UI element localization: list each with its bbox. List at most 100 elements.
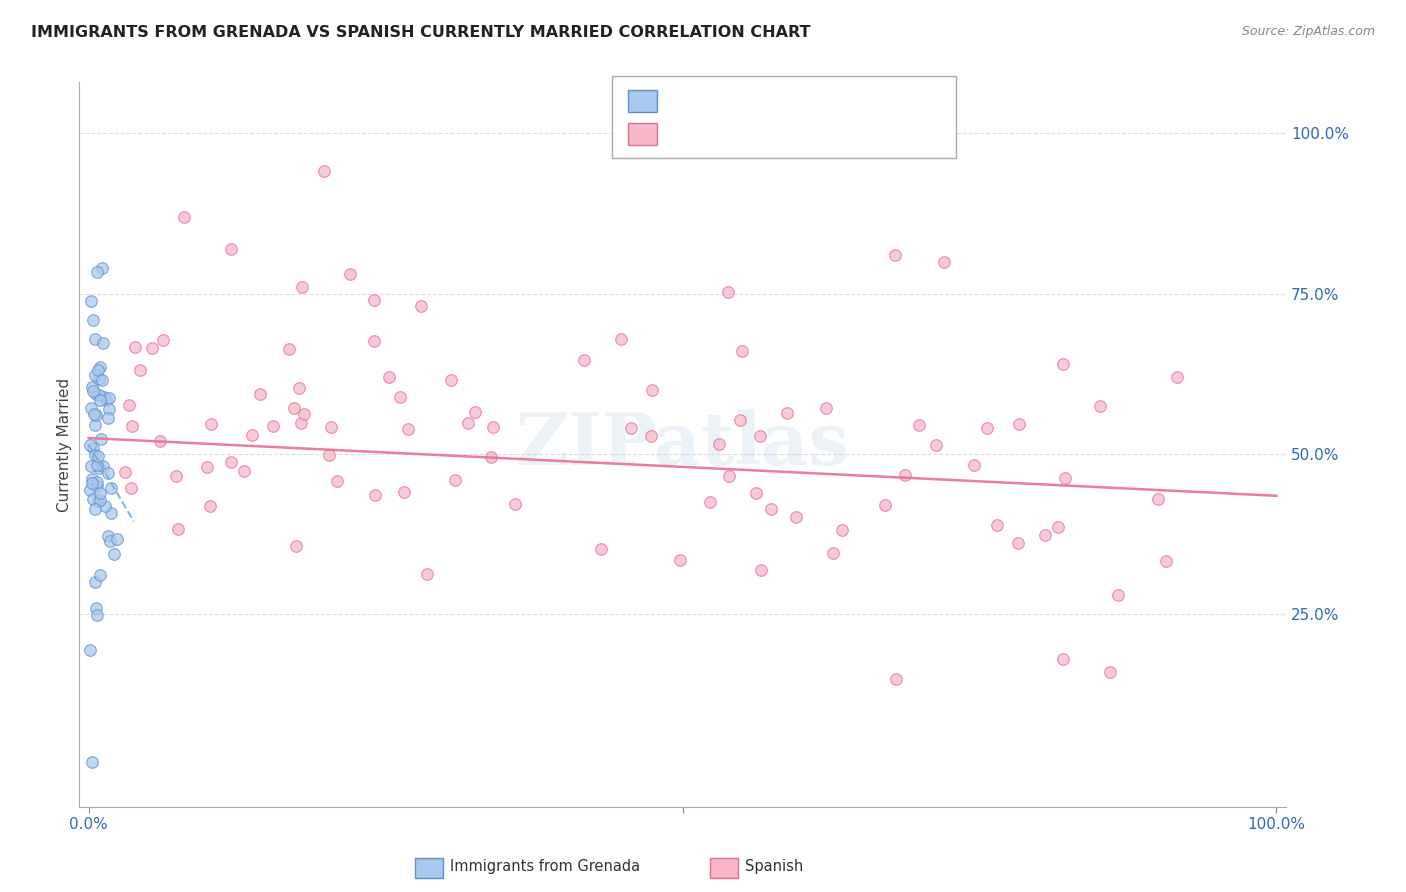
Point — [124, 340, 146, 354]
Point — [86, 265, 108, 279]
Point — [118, 398, 141, 412]
Point — [641, 384, 664, 398]
Point — [86, 387, 108, 401]
Point — [669, 553, 692, 567]
Point — [97, 467, 120, 481]
Point — [609, 332, 631, 346]
Point — [894, 467, 917, 482]
Point — [277, 342, 299, 356]
Point — [976, 421, 998, 435]
Point — [761, 502, 783, 516]
Point — [339, 268, 361, 282]
Point — [640, 429, 662, 443]
Point — [291, 280, 314, 294]
Point — [82, 472, 104, 486]
Point — [831, 523, 853, 537]
Point — [86, 449, 108, 463]
Point — [97, 402, 120, 417]
Point — [98, 534, 121, 549]
Point — [149, 434, 172, 448]
Point — [1007, 536, 1029, 550]
Point — [730, 413, 752, 427]
Point — [699, 495, 721, 509]
Point — [481, 420, 503, 434]
Point — [195, 460, 218, 475]
Point — [572, 353, 595, 368]
Point — [167, 522, 190, 536]
Point — [249, 386, 271, 401]
Point — [748, 429, 770, 443]
Point — [364, 488, 387, 502]
Point — [292, 408, 315, 422]
Point — [83, 407, 105, 421]
Point — [886, 672, 908, 686]
Point — [103, 547, 125, 561]
Point — [908, 418, 931, 433]
Point — [717, 285, 740, 299]
Point — [97, 528, 120, 542]
Text: R = -0.210   N = 94: R = -0.210 N = 94 — [668, 127, 818, 141]
Point — [89, 568, 111, 582]
Point — [89, 359, 111, 374]
Point — [1088, 399, 1111, 413]
Point — [396, 422, 419, 436]
Point — [481, 450, 503, 464]
Point — [82, 441, 104, 455]
Point — [141, 342, 163, 356]
Text: R =  -0.111   N = 58: R = -0.111 N = 58 — [668, 94, 823, 108]
Point — [284, 539, 307, 553]
Point — [97, 411, 120, 425]
Point — [86, 475, 108, 489]
Point — [963, 458, 986, 473]
Point — [120, 481, 142, 495]
Point — [86, 478, 108, 492]
Point — [718, 469, 741, 483]
Point — [89, 493, 111, 508]
Point — [79, 438, 101, 452]
Point — [392, 485, 415, 500]
Point — [100, 506, 122, 520]
Point — [198, 500, 221, 514]
Point — [173, 210, 195, 224]
Point — [98, 391, 121, 405]
Point — [84, 368, 107, 382]
Point — [240, 427, 263, 442]
Point — [1156, 553, 1178, 567]
Point — [100, 482, 122, 496]
Point — [707, 437, 730, 451]
Point — [589, 542, 612, 557]
Text: ZIPatlas: ZIPatlas — [516, 409, 849, 480]
Point — [262, 419, 284, 434]
Point — [283, 401, 305, 416]
Point — [128, 363, 150, 377]
Point — [105, 532, 128, 546]
Point — [319, 419, 342, 434]
Point — [1146, 491, 1168, 506]
Point — [200, 417, 222, 432]
Point — [505, 498, 527, 512]
Point — [87, 372, 110, 386]
Point — [84, 601, 107, 615]
Point — [87, 460, 110, 475]
Point — [79, 643, 101, 657]
Point — [84, 448, 107, 462]
Point — [986, 518, 1008, 533]
Text: IMMIGRANTS FROM GRENADA VS SPANISH CURRENTLY MARRIED CORRELATION CHART: IMMIGRANTS FROM GRENADA VS SPANISH CURRE… — [31, 25, 810, 40]
Point — [80, 293, 103, 308]
Point — [90, 433, 112, 447]
Point — [378, 370, 401, 384]
Point — [785, 509, 807, 524]
Point — [89, 486, 111, 500]
Point — [89, 392, 111, 407]
Text: Source: ZipAtlas.com: Source: ZipAtlas.com — [1241, 25, 1375, 38]
Point — [464, 405, 486, 419]
Point — [1166, 369, 1188, 384]
Point — [749, 563, 772, 577]
Point — [152, 333, 174, 347]
Point — [873, 498, 896, 512]
Point — [93, 391, 115, 405]
Point — [745, 486, 768, 500]
Point — [1033, 528, 1056, 542]
Point — [1053, 471, 1076, 485]
Point — [83, 417, 105, 432]
